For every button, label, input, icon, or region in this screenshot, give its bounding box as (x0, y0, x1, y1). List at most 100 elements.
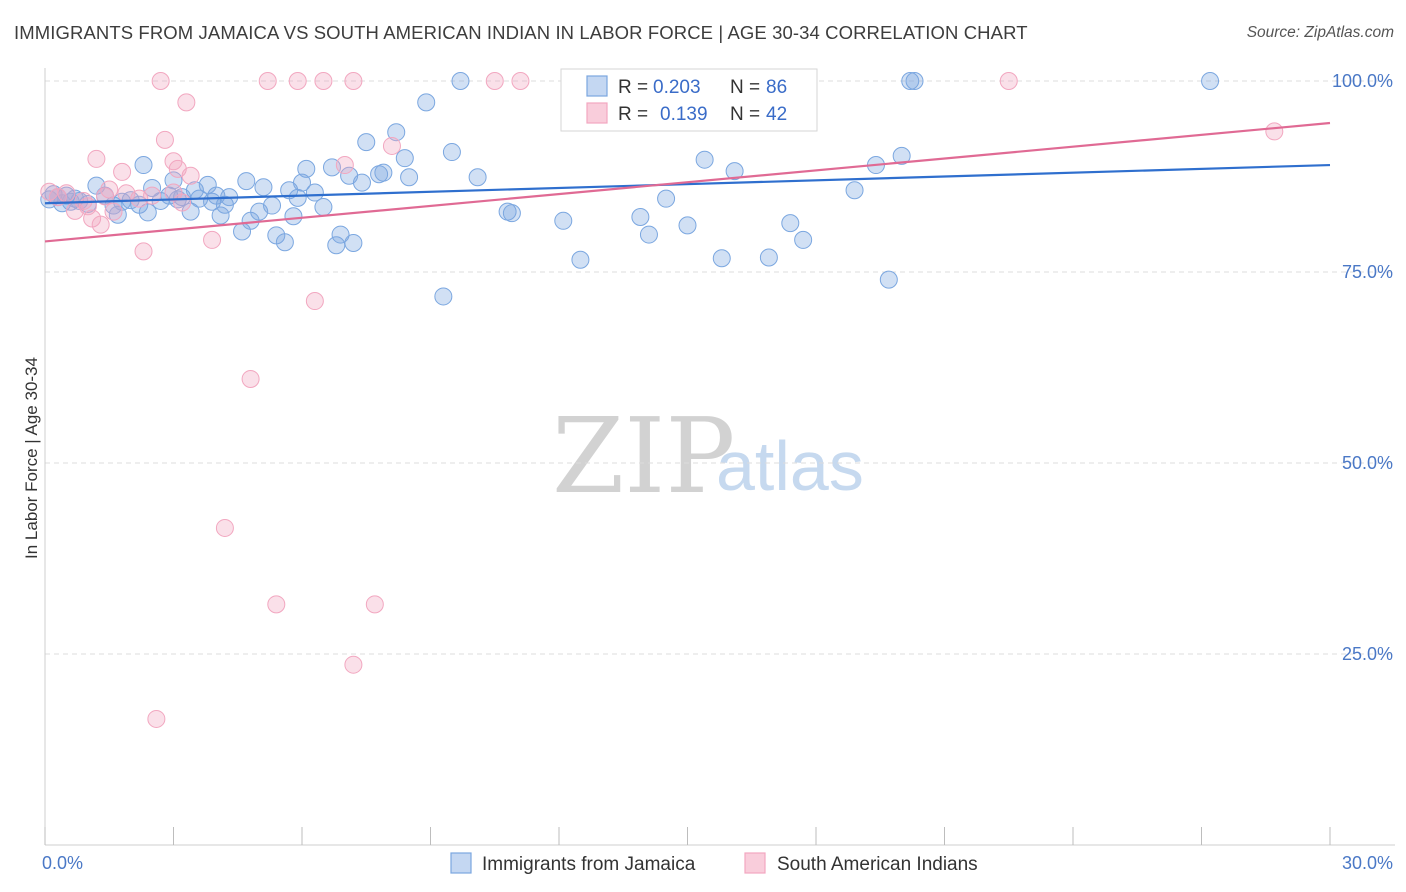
jamaica-point (417, 93, 436, 112)
jamaica-point (275, 233, 294, 252)
jamaica-point (442, 143, 461, 162)
stats-n-label-sai: N = (730, 104, 760, 125)
jamaica-point (211, 206, 230, 225)
jamaica-point (344, 233, 363, 252)
sai-point (485, 72, 504, 90)
sai-point (91, 215, 110, 234)
sai-point (155, 130, 174, 149)
jamaica-point (297, 159, 316, 178)
sai-point (241, 369, 260, 388)
sai-point (151, 72, 170, 90)
sai-point (344, 655, 363, 674)
series-legend: Immigrants from Jamaica South American I… (450, 852, 978, 875)
jamaica-point (879, 270, 898, 289)
sai-point (57, 184, 76, 203)
y-axis-label: In Labor Force | Age 30-34 (22, 357, 41, 559)
jamaica-point (288, 188, 307, 207)
stats-n-value-sai: 42 (766, 104, 787, 125)
jamaica-point (293, 173, 311, 192)
trend-lines (44, 121, 1331, 243)
jamaica-point (451, 72, 470, 90)
stats-swatch-sai (586, 102, 608, 124)
stats-r-label-sai: R = (618, 104, 648, 125)
jamaica-point (254, 178, 273, 197)
jamaica-point (712, 249, 731, 268)
jamaica-point (892, 146, 911, 165)
sai-point (147, 709, 166, 728)
jamaica-point (263, 196, 282, 215)
sai-point (335, 156, 354, 175)
tick-labels: 25.0% 50.0% 75.0% 100.0% 0.0% 30.0% (42, 71, 1393, 873)
y-tick-label-100: 100.0% (1332, 71, 1393, 91)
jamaica-point (905, 72, 924, 90)
jamaica-point (759, 248, 778, 267)
sai-point (511, 72, 530, 90)
jamaica-point (502, 204, 521, 223)
y-tick-label-75: 75.0% (1342, 262, 1393, 282)
legend-swatch-jamaica (450, 852, 472, 874)
jamaica-point (468, 168, 487, 187)
jamaica-point (134, 156, 153, 175)
sai-point (203, 230, 222, 249)
jamaica-point (695, 150, 714, 169)
sai-point (999, 72, 1018, 90)
sai-point (113, 162, 132, 181)
trend-line-sai (44, 121, 1331, 243)
sai-point (177, 93, 196, 112)
sai-point (314, 72, 333, 90)
jamaica-point (331, 225, 350, 244)
sai-point (344, 72, 363, 90)
sai-point (100, 180, 119, 199)
jamaica-point (284, 207, 303, 226)
sai-point (258, 72, 277, 90)
jamaica-point (725, 162, 744, 181)
axes (44, 68, 1395, 846)
jamaica-point (631, 207, 650, 226)
sai-point (1265, 122, 1284, 141)
jamaica-point (138, 203, 157, 222)
jamaica-point (395, 149, 414, 168)
legend-label-sai: South American Indians (777, 854, 978, 875)
sai-point (181, 166, 200, 185)
legend-swatch-sai (744, 852, 766, 874)
chart-title: IMMIGRANTS FROM JAMAICA VS SOUTH AMERICA… (14, 22, 1028, 43)
sai-point (143, 186, 162, 205)
jamaica-point (554, 211, 573, 230)
sai-point (215, 518, 234, 537)
sai-point (173, 193, 192, 212)
stats-n-label-jamaica: N = (730, 77, 760, 98)
stats-n-value-jamaica: 86 (766, 77, 787, 98)
sai-point (288, 72, 307, 90)
jamaica-point (794, 230, 813, 249)
sai-point (104, 202, 123, 221)
watermark: ZIP atlas (552, 395, 864, 517)
series-sai-points (40, 72, 1284, 728)
x-tick-label-max: 30.0% (1342, 853, 1393, 873)
jamaica-point (164, 171, 183, 190)
x-tick-label-min: 0.0% (42, 853, 83, 873)
jamaica-point (143, 178, 162, 197)
series-jamaica-points (40, 72, 1220, 306)
jamaica-point (314, 198, 333, 217)
jamaica-point (357, 133, 376, 152)
sai-point (305, 292, 324, 311)
sai-point (267, 595, 286, 614)
jamaica-point (237, 172, 256, 191)
sai-point (382, 136, 401, 155)
y-tick-label-50: 50.0% (1342, 453, 1393, 473)
jamaica-point (657, 189, 676, 208)
watermark-atlas: atlas (716, 427, 864, 505)
jamaica-point (678, 216, 697, 235)
jamaica-point (639, 225, 658, 244)
jamaica-point (434, 287, 453, 306)
stats-r-value-jamaica: 0.203 (653, 77, 701, 98)
sai-point (365, 595, 384, 614)
jamaica-point (571, 250, 590, 269)
legend-label-jamaica: Immigrants from Jamaica (482, 854, 696, 875)
grid-lines (45, 80, 1395, 655)
stats-r-label-jamaica: R = (618, 77, 648, 98)
stats-legend: R = 0.203 N = 86 R = 0.139 N = 42 (560, 68, 818, 132)
sai-point (134, 242, 153, 261)
jamaica-point (400, 168, 419, 187)
jamaica-point (781, 214, 800, 233)
